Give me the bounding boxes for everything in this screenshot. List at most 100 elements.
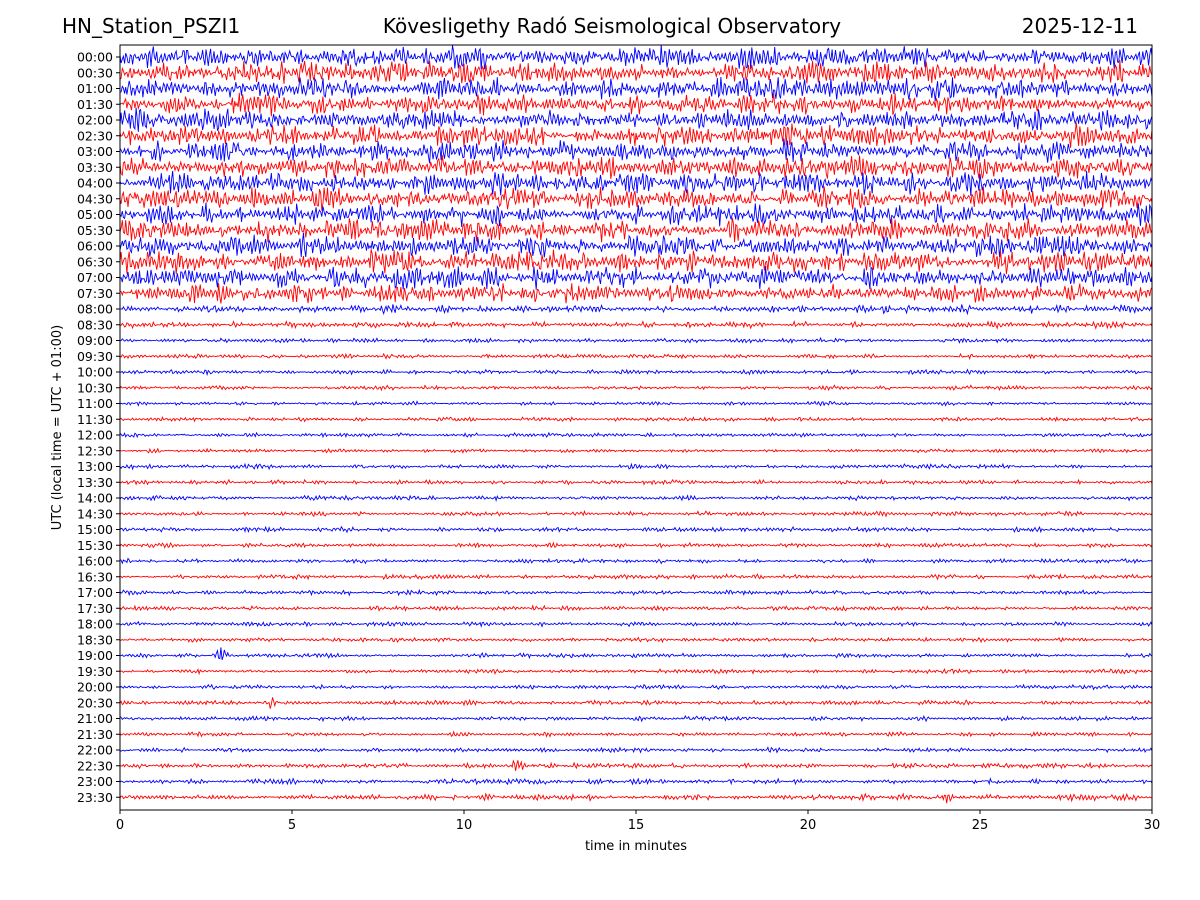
trace-0030 bbox=[120, 59, 1152, 84]
y-tick-label: 05:30 bbox=[77, 223, 113, 238]
trace-1400 bbox=[120, 494, 1152, 502]
trace-0900 bbox=[120, 336, 1152, 345]
y-tick-label: 17:30 bbox=[77, 601, 113, 616]
y-tick-label: 18:30 bbox=[77, 632, 113, 647]
trace-1130 bbox=[120, 415, 1152, 423]
y-tick-label: 02:00 bbox=[77, 113, 113, 128]
trace-0330 bbox=[120, 154, 1152, 179]
trace-0700 bbox=[120, 266, 1152, 290]
trace-1000 bbox=[120, 368, 1152, 377]
trace-1930 bbox=[120, 668, 1152, 676]
y-tick-label: 04:30 bbox=[77, 191, 113, 206]
trace-0100 bbox=[120, 76, 1152, 101]
y-tick-label: 01:00 bbox=[77, 81, 113, 96]
trace-0300 bbox=[120, 138, 1152, 164]
y-tick-label: 02:30 bbox=[77, 128, 113, 143]
trace-group bbox=[120, 45, 1152, 804]
y-tick-label: 03:00 bbox=[77, 144, 113, 159]
y-tick-label: 22:30 bbox=[77, 758, 113, 773]
y-tick-label: 12:00 bbox=[77, 428, 113, 443]
trace-0800 bbox=[120, 303, 1152, 316]
y-tick-label: 22:00 bbox=[77, 743, 113, 758]
y-tick-label: 19:00 bbox=[77, 648, 113, 663]
observatory-title: Kövesligethy Radó Seismological Observat… bbox=[382, 14, 842, 38]
trace-1530 bbox=[120, 541, 1152, 550]
y-tick-label: 14:30 bbox=[77, 506, 113, 521]
y-tick-label: 01:30 bbox=[77, 97, 113, 112]
x-tick-label: 10 bbox=[456, 818, 473, 833]
trace-1900 bbox=[120, 647, 1152, 660]
trace-1600 bbox=[120, 557, 1152, 565]
y-tick-label: 13:30 bbox=[77, 475, 113, 490]
trace-0630 bbox=[120, 249, 1152, 275]
y-tick-label: 08:00 bbox=[77, 302, 113, 317]
trace-0230 bbox=[120, 122, 1152, 148]
trace-2300 bbox=[120, 777, 1152, 786]
y-tick-label: 17:00 bbox=[77, 585, 113, 600]
trace-1500 bbox=[120, 525, 1152, 534]
y-tick-label: 23:00 bbox=[77, 774, 113, 789]
y-tick-label: 14:00 bbox=[77, 491, 113, 506]
y-axis-label: UTC (local time = UTC + 01:00) bbox=[50, 325, 65, 530]
y-tick-label: 21:00 bbox=[77, 711, 113, 726]
x-tick-label: 25 bbox=[972, 818, 989, 833]
y-tick-label: 09:00 bbox=[77, 333, 113, 348]
trace-0730 bbox=[120, 283, 1152, 304]
y-tick-label: 04:00 bbox=[77, 176, 113, 191]
y-tick-label: 23:30 bbox=[77, 790, 113, 805]
trace-1230 bbox=[120, 447, 1152, 454]
y-tick-label: 20:30 bbox=[77, 695, 113, 710]
trace-1730 bbox=[120, 604, 1152, 613]
y-tick-label: 21:30 bbox=[77, 727, 113, 742]
x-axis: 0 5 10 15 20 25 30 bbox=[116, 810, 1160, 833]
y-tick-label: 15:00 bbox=[77, 522, 113, 537]
y-tick-label: 06:30 bbox=[77, 254, 113, 269]
trace-1800 bbox=[120, 620, 1152, 628]
y-tick-label: 09:30 bbox=[77, 349, 113, 364]
x-tick-label: 0 bbox=[116, 818, 124, 833]
trace-0600 bbox=[120, 232, 1152, 258]
y-tick-label: 13:00 bbox=[77, 459, 113, 474]
trace-0400 bbox=[120, 170, 1152, 196]
trace-1300 bbox=[120, 462, 1152, 471]
trace-2100 bbox=[120, 714, 1152, 723]
y-tick-label: 08:30 bbox=[77, 317, 113, 332]
x-tick-label: 30 bbox=[1144, 818, 1161, 833]
trace-1100 bbox=[120, 400, 1152, 407]
y-tick-label: 00:00 bbox=[77, 50, 113, 65]
trace-1830 bbox=[120, 636, 1152, 644]
x-tick-label: 20 bbox=[800, 818, 817, 833]
y-tick-label: 12:30 bbox=[77, 443, 113, 458]
trace-2000 bbox=[120, 683, 1152, 691]
y-tick-label: 20:00 bbox=[77, 680, 113, 695]
x-axis-label: time in minutes bbox=[585, 839, 687, 854]
trace-1700 bbox=[120, 588, 1152, 597]
trace-2230 bbox=[120, 759, 1152, 771]
x-tick-label: 15 bbox=[628, 818, 645, 833]
trace-1630 bbox=[120, 573, 1152, 581]
y-tick-label: 10:00 bbox=[77, 365, 113, 380]
y-axis: 00:0000:3001:0001:3002:0002:3003:0003:30… bbox=[77, 50, 120, 805]
trace-1030 bbox=[120, 384, 1152, 392]
trace-2030 bbox=[120, 697, 1152, 709]
trace-0930 bbox=[120, 352, 1152, 361]
trace-0000 bbox=[120, 45, 1152, 70]
y-tick-label: 11:30 bbox=[77, 412, 113, 427]
y-tick-label: 16:00 bbox=[77, 554, 113, 569]
y-tick-label: 10:30 bbox=[77, 380, 113, 395]
y-tick-label: 00:30 bbox=[77, 65, 113, 80]
trace-1200 bbox=[120, 431, 1152, 439]
y-tick-label: 07:30 bbox=[77, 286, 113, 301]
plot-date: 2025-12-11 bbox=[1021, 14, 1138, 38]
y-tick-label: 16:30 bbox=[77, 569, 113, 584]
trace-0430 bbox=[120, 186, 1152, 211]
plot-frame bbox=[119, 44, 1153, 811]
trace-0500 bbox=[120, 202, 1152, 228]
y-tick-label: 19:30 bbox=[77, 664, 113, 679]
y-tick-label: 18:00 bbox=[77, 617, 113, 632]
y-tick-label: 06:00 bbox=[77, 239, 113, 254]
y-tick-label: 11:00 bbox=[77, 396, 113, 411]
y-tick-label: 07:00 bbox=[77, 270, 113, 285]
trace-0130 bbox=[120, 92, 1152, 117]
